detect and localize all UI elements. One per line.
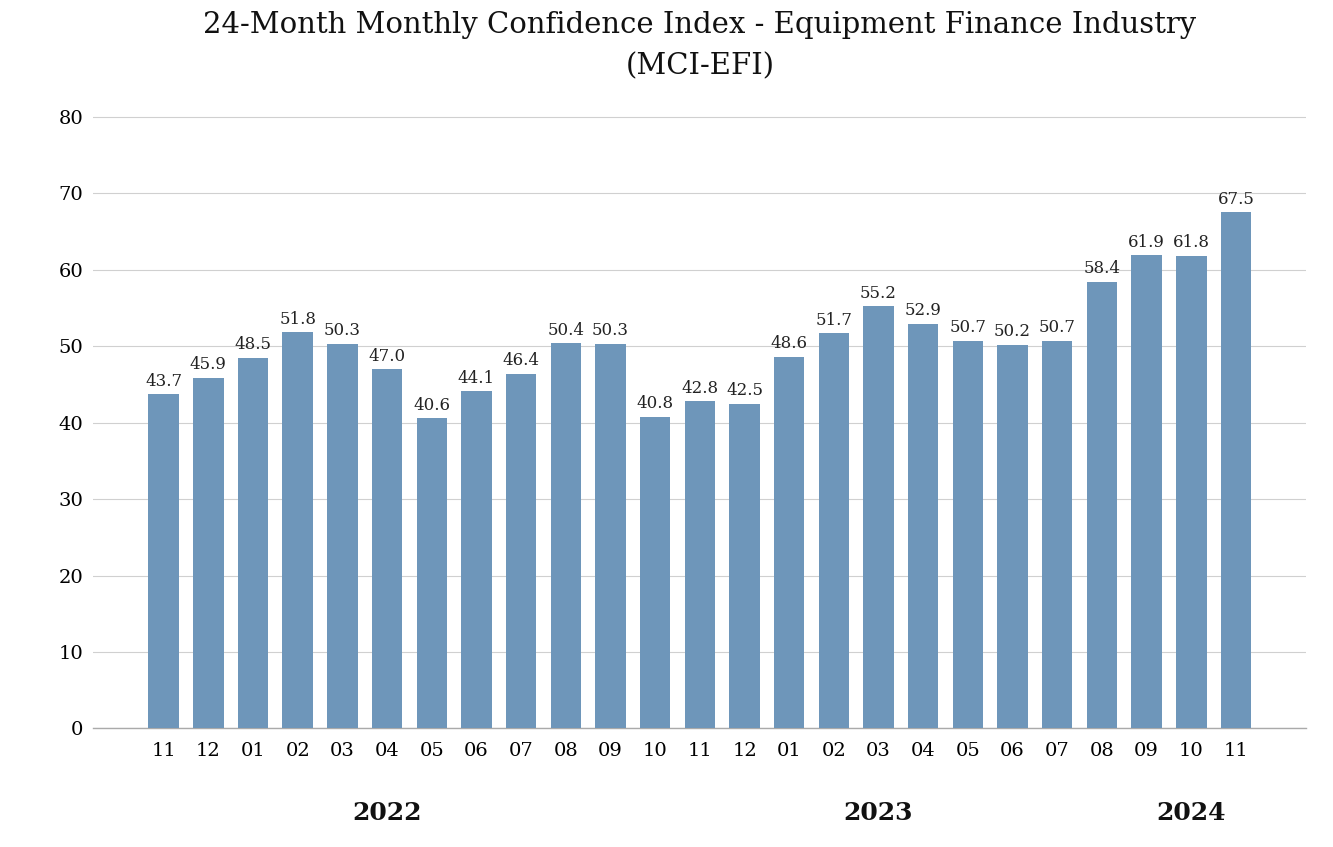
Bar bbox=[729, 403, 760, 728]
Bar bbox=[1086, 282, 1117, 728]
Text: 48.6: 48.6 bbox=[770, 335, 808, 352]
Text: 58.4: 58.4 bbox=[1084, 260, 1121, 278]
Text: 43.7: 43.7 bbox=[145, 373, 183, 390]
Text: 48.5: 48.5 bbox=[235, 336, 272, 353]
Title: 24-Month Monthly Confidence Index - Equipment Finance Industry
(MCI-EFI): 24-Month Monthly Confidence Index - Equi… bbox=[203, 11, 1197, 80]
Bar bbox=[416, 418, 447, 728]
Text: 45.9: 45.9 bbox=[189, 356, 227, 373]
Text: 50.3: 50.3 bbox=[324, 323, 361, 340]
Bar bbox=[997, 345, 1028, 728]
Bar bbox=[908, 324, 938, 728]
Text: 50.4: 50.4 bbox=[548, 322, 584, 339]
Bar bbox=[1132, 255, 1162, 728]
Bar bbox=[596, 344, 625, 728]
Bar bbox=[640, 417, 670, 728]
Text: 51.7: 51.7 bbox=[816, 312, 852, 329]
Bar bbox=[327, 344, 357, 728]
Bar bbox=[1042, 340, 1073, 728]
Bar bbox=[864, 307, 893, 728]
Text: 40.6: 40.6 bbox=[413, 396, 451, 413]
Bar bbox=[1176, 256, 1206, 728]
Bar bbox=[237, 357, 268, 728]
Text: 2023: 2023 bbox=[844, 800, 913, 825]
Text: 52.9: 52.9 bbox=[905, 302, 941, 319]
Bar bbox=[283, 333, 313, 728]
Text: 61.8: 61.8 bbox=[1173, 235, 1210, 252]
Text: 44.1: 44.1 bbox=[457, 370, 495, 387]
Text: 50.2: 50.2 bbox=[994, 323, 1032, 340]
Text: 51.8: 51.8 bbox=[279, 311, 316, 328]
Bar bbox=[953, 340, 984, 728]
Text: 61.9: 61.9 bbox=[1128, 234, 1165, 251]
Text: 42.5: 42.5 bbox=[726, 382, 762, 399]
Text: 47.0: 47.0 bbox=[368, 347, 405, 364]
Bar bbox=[372, 369, 403, 728]
Bar bbox=[461, 391, 492, 728]
Bar bbox=[774, 357, 804, 728]
Text: 50.7: 50.7 bbox=[1038, 319, 1076, 336]
Text: 50.3: 50.3 bbox=[592, 323, 629, 340]
Bar bbox=[1221, 213, 1252, 728]
Bar bbox=[193, 378, 224, 728]
Text: 46.4: 46.4 bbox=[503, 352, 540, 369]
Text: 2022: 2022 bbox=[352, 800, 421, 825]
Text: 40.8: 40.8 bbox=[637, 395, 673, 412]
Bar bbox=[685, 401, 714, 728]
Text: 55.2: 55.2 bbox=[860, 285, 897, 302]
Text: 42.8: 42.8 bbox=[681, 379, 718, 396]
Text: 50.7: 50.7 bbox=[949, 319, 986, 336]
Bar bbox=[507, 374, 536, 728]
Text: 2024: 2024 bbox=[1157, 800, 1226, 825]
Bar bbox=[148, 395, 179, 728]
Text: 67.5: 67.5 bbox=[1217, 191, 1254, 208]
Bar bbox=[551, 343, 581, 728]
Bar bbox=[818, 333, 849, 728]
